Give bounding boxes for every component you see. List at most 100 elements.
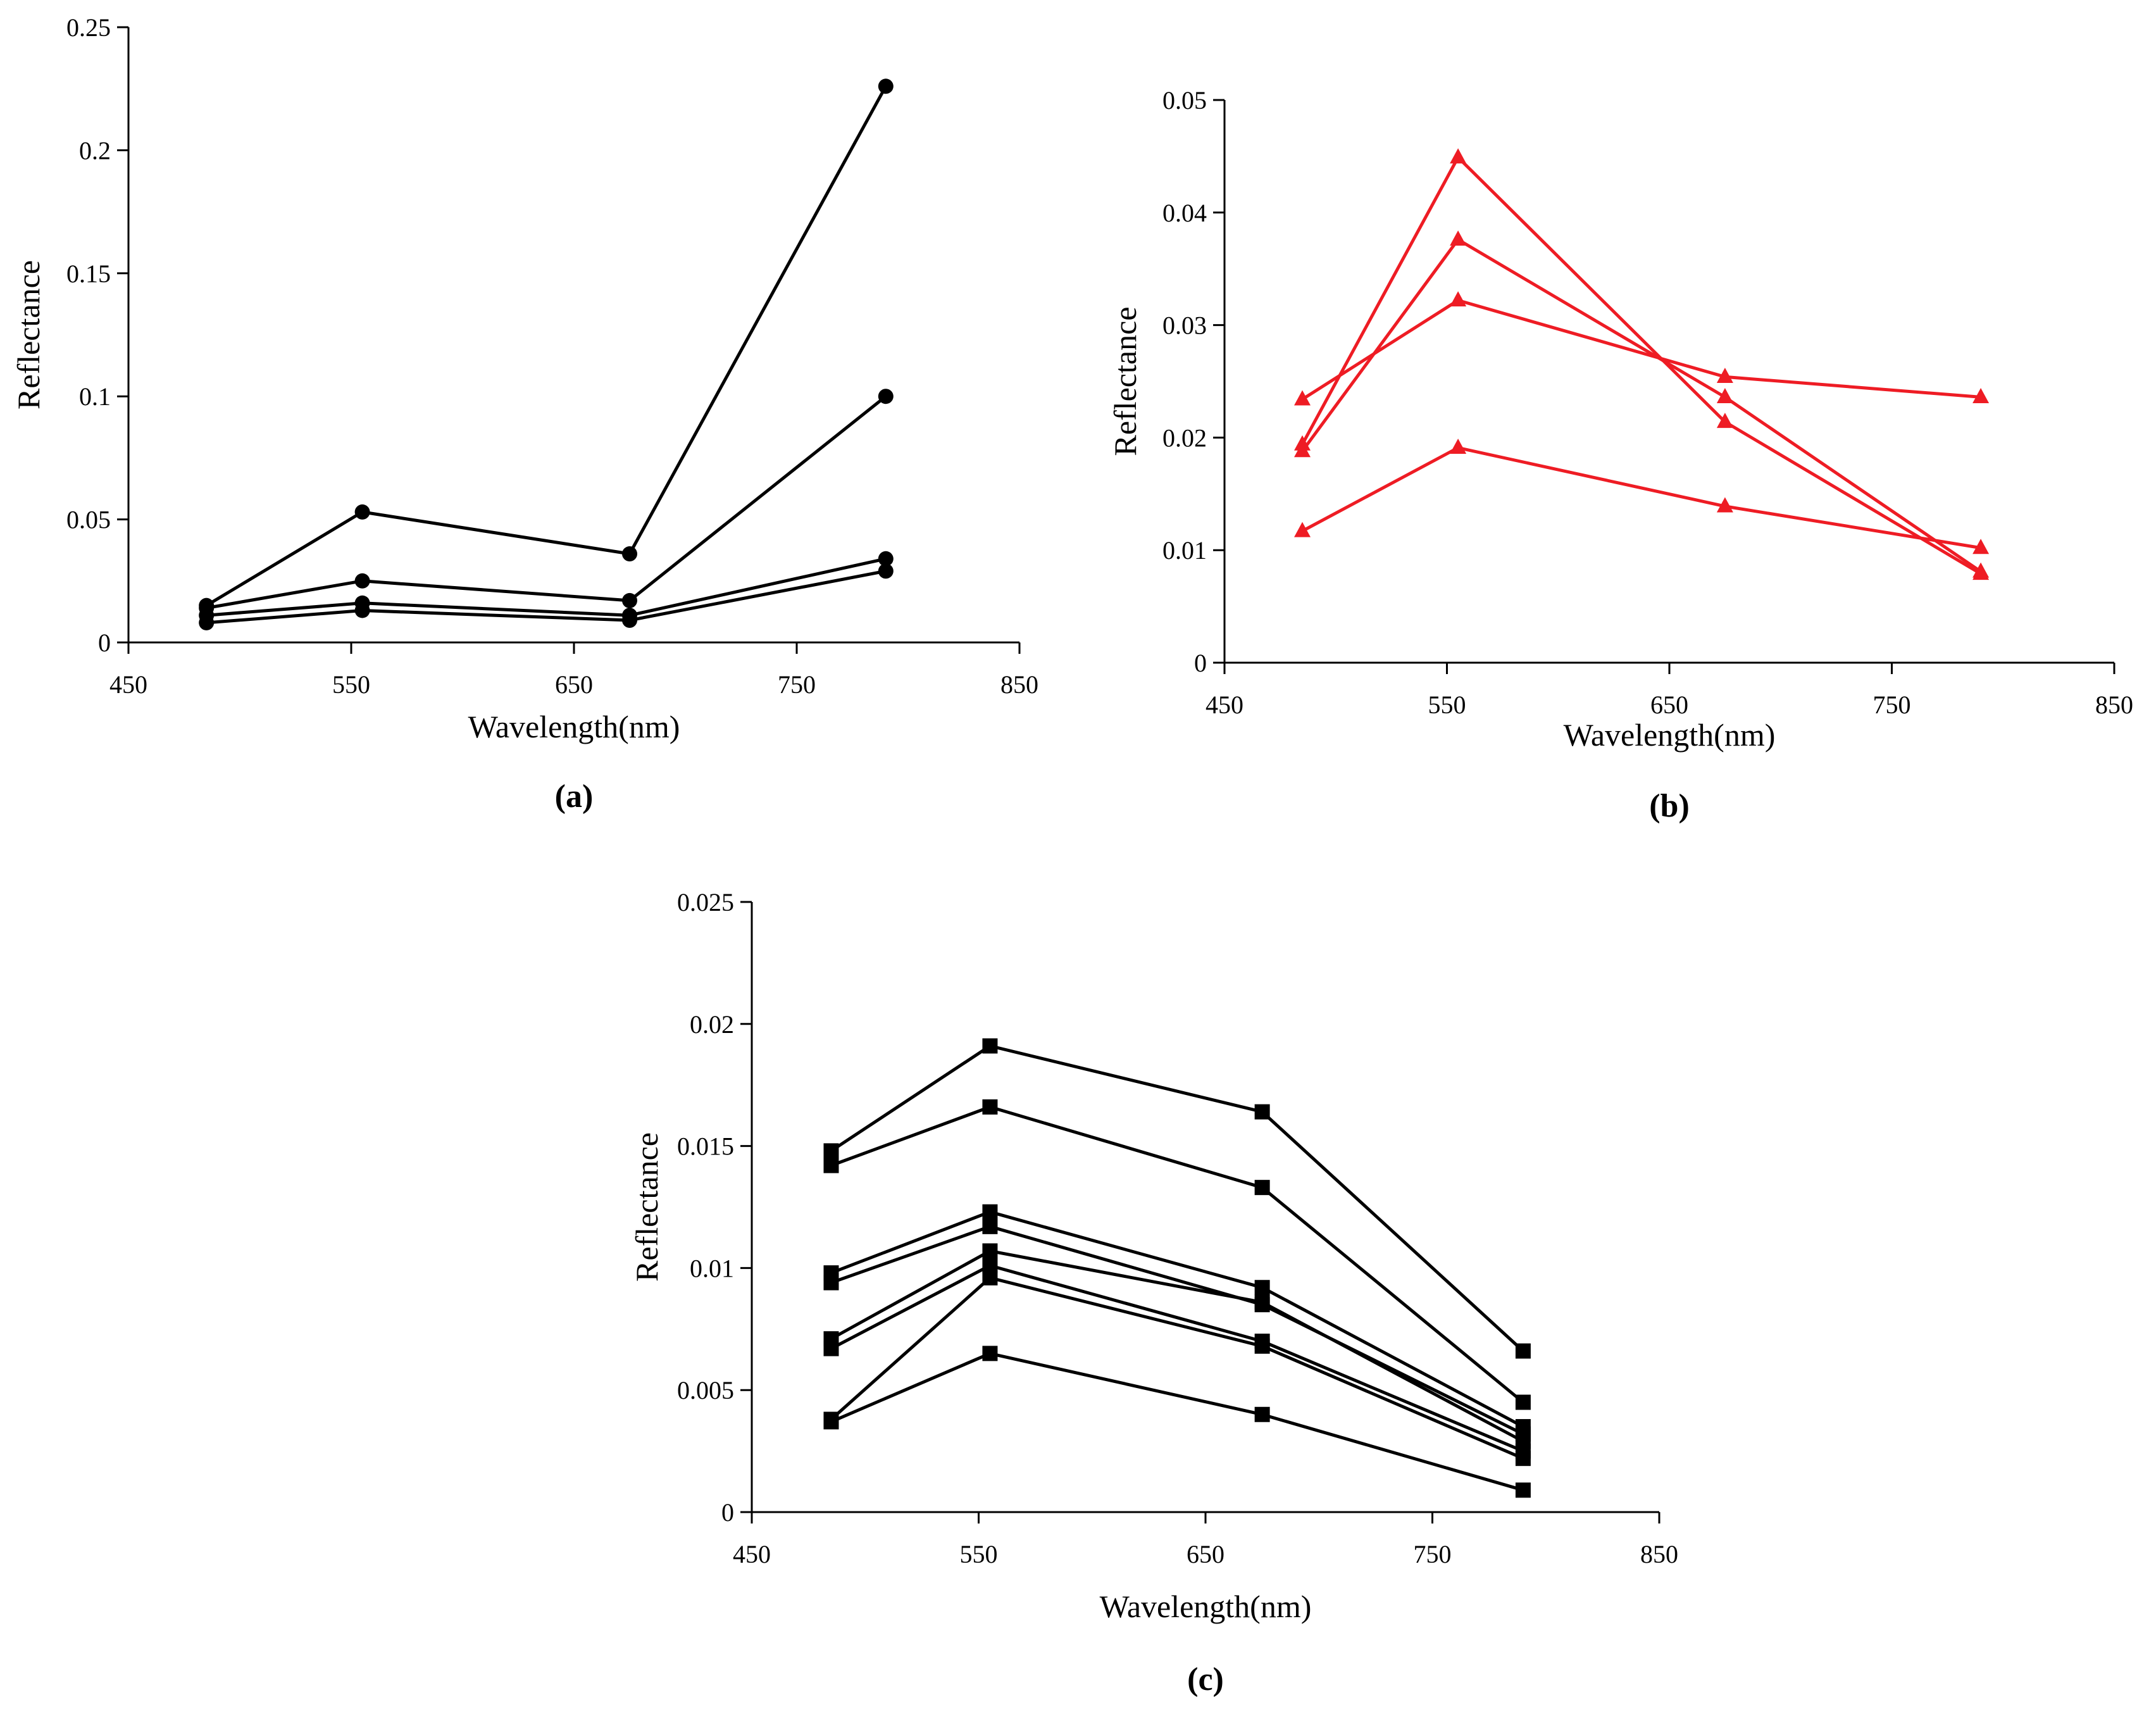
chart-b-x-axis-title: Wavelength(nm) [1564, 717, 1776, 753]
chart-a-series-line-a1 [205, 85, 887, 607]
chart-c-series-line-c2 [830, 1105, 1524, 1404]
chart-c-y-tick-label: 0.015 [677, 1132, 734, 1161]
chart-c-x-tick-label: 450 [733, 1540, 771, 1568]
chart-c-point-c8 [982, 1346, 998, 1361]
chart-b-y-tick-label: 0.03 [1162, 311, 1207, 340]
chart-b-y-tick-label: 0.04 [1162, 199, 1207, 227]
chart-c-series-line-c8 [830, 1351, 1524, 1492]
chart-a-y-tick-label: 0.15 [66, 260, 111, 288]
chart-c-x-tick-label: 750 [1414, 1540, 1452, 1568]
chart-c-point-c4 [982, 1218, 998, 1234]
chart-b-y-tick-label: 0.01 [1162, 536, 1207, 565]
chart-c-point-c4 [823, 1275, 839, 1291]
chart-c-x-tick-label: 550 [960, 1540, 998, 1568]
chart-a-x-tick-label: 650 [555, 670, 593, 699]
chart-b-point-b3 [1450, 291, 1467, 307]
chart-b-panel-label: (b) [1649, 788, 1690, 824]
chart-c-point-c8 [1515, 1482, 1531, 1498]
chart-b-point-b3 [1972, 388, 1990, 403]
chart-b-x-tick-label: 750 [1873, 691, 1911, 719]
chart-c-point-c1 [1515, 1343, 1531, 1359]
chart-a-point-a1 [622, 546, 637, 562]
chart-c-point-c2 [1515, 1394, 1531, 1410]
chart-c-series-line-c3 [830, 1210, 1524, 1429]
chart-b-point-b2 [1972, 562, 1990, 578]
chart-b-y-tick-label: 0.05 [1162, 86, 1207, 115]
chart-c-y-tick-label: 0.025 [677, 888, 734, 916]
chart-b-point-b1 [1716, 413, 1733, 428]
chart-a-x-tick-label: 850 [1000, 670, 1038, 699]
chart-b-point-b2 [1450, 230, 1467, 246]
chart-c-point-c7 [1254, 1338, 1270, 1354]
chart-c-point-c7 [982, 1270, 998, 1286]
chart-b-point-b2 [1294, 442, 1311, 458]
chart-b-series-line-b1 [1300, 156, 1982, 575]
chart-a-x-axis-title: Wavelength(nm) [468, 709, 680, 744]
chart-c-point-c2 [823, 1158, 839, 1173]
chart-c-point-c5 [1254, 1294, 1270, 1310]
chart-a-point-a3 [878, 551, 894, 566]
chart-a-point-a1 [354, 504, 370, 520]
chart-a-y-tick-label: 0.2 [79, 136, 111, 165]
chart-a-x-tick-label: 550 [332, 670, 370, 699]
chart-a-point-a4 [354, 603, 370, 618]
chart-c-y-axis-title: Reflectance [629, 1132, 664, 1282]
chart-c-point-c6 [823, 1341, 839, 1356]
chart-a-point-a2 [622, 592, 637, 608]
chart-b-series-line-b2 [1300, 238, 1982, 573]
chart-c-y-tick-label: 0 [721, 1498, 734, 1527]
chart-c-point-c5 [982, 1243, 998, 1259]
chart-a-series-line-a4 [206, 569, 887, 625]
chart-a-x-tick-label: 450 [109, 670, 147, 699]
chart-b-y-axis-title: Reflectance [1107, 307, 1143, 456]
chart-b-y-tick-label: 0 [1194, 649, 1207, 677]
chart-c-panel-label: (c) [1187, 1661, 1224, 1698]
chart-b-x-tick-label: 650 [1650, 691, 1688, 719]
chart-b-point-b1 [1450, 148, 1467, 164]
chart-c-point-c8 [1254, 1406, 1270, 1422]
chart-c-y-tick-label: 0.01 [690, 1254, 734, 1282]
chart-c-point-c1 [1254, 1104, 1270, 1120]
chart-a-point-a4 [622, 613, 637, 629]
chart-c: 0 0.005 0.01 0.015 0.02 0.025 450 550 650 750 850 W… [629, 888, 1678, 1698]
chart-b-point-b3 [1716, 368, 1733, 383]
chart-b-point-b4 [1716, 497, 1733, 513]
chart-b-point-b4 [1450, 439, 1467, 454]
chart-a-y-tick-label: 0.05 [66, 506, 111, 534]
chart-c-point-c7 [1515, 1451, 1531, 1467]
chart-b-point-b3 [1294, 390, 1311, 406]
chart-c-point-c1 [982, 1038, 998, 1054]
chart-c-x-axis-title: Wavelength(nm) [1100, 1589, 1312, 1624]
chart-c-series-line-c5 [830, 1249, 1524, 1443]
chart-a-y-axis-title: Reflectance [11, 260, 46, 410]
chart-a-point-a1 [878, 78, 894, 94]
chart-c-point-c3 [982, 1204, 998, 1220]
chart-c-y-tick-label: 0.005 [677, 1376, 734, 1404]
chart-a-point-a4 [199, 615, 215, 630]
chart-a-point-a4 [878, 563, 894, 579]
chart-a-panel-label: (a) [555, 779, 594, 815]
chart-b-x-tick-label: 550 [1428, 691, 1466, 719]
chart-b-point-b4 [1972, 539, 1990, 554]
chart-b-x-tick-label: 850 [2095, 691, 2133, 719]
chart-b-series-line-b3 [1301, 299, 1981, 401]
chart-a-series-line-a3 [206, 557, 887, 617]
chart-b-x-tick-label: 450 [1206, 691, 1243, 719]
chart-a-point-a2 [354, 573, 370, 589]
chart-c-point-c1 [823, 1143, 839, 1159]
chart-a-point-a2 [878, 389, 894, 404]
chart-c-x-tick-label: 650 [1187, 1540, 1224, 1568]
chart-c-series-line-c6 [830, 1264, 1524, 1453]
chart-b-series-line-b4 [1301, 446, 1981, 550]
chart-a-y-tick-label: 0.25 [66, 13, 111, 42]
chart-c-point-c3 [1254, 1280, 1270, 1296]
chart-c-series-line-c7 [830, 1276, 1524, 1460]
chart-a-y-tick-label: 0 [98, 629, 111, 657]
chart-a-x-tick-label: 750 [778, 670, 816, 699]
chart-c-point-c8 [823, 1414, 839, 1430]
chart-b: 0 0.01 0.02 0.03 0.04 0.05 450 550 650 750 850 Wave… [1107, 86, 2133, 824]
chart-c-series-line-c4 [830, 1225, 1524, 1436]
chart-a: 0 0.05 0.1 0.15 0.2 0.25 450 550 650 750 850 Wavele… [11, 13, 1038, 815]
